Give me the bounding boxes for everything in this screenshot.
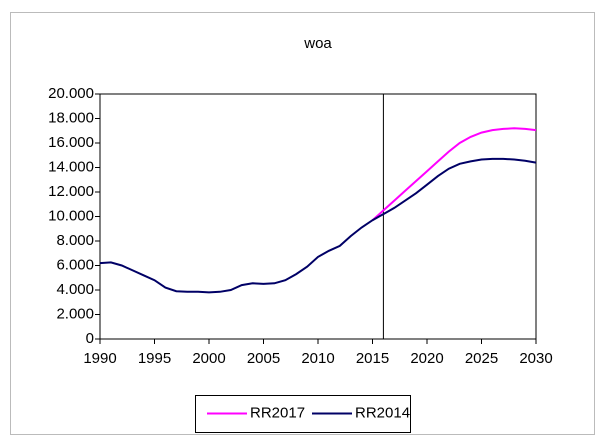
series-line xyxy=(99,157,537,294)
y-tick-label: 8.000 xyxy=(56,232,94,249)
legend-label: RR2017 xyxy=(250,404,305,421)
y-tick-label: 16.000 xyxy=(48,134,94,151)
series-line xyxy=(371,127,537,221)
y-tick-label: 12.000 xyxy=(48,183,94,200)
legend-box xyxy=(195,395,411,433)
plot-area xyxy=(99,93,537,340)
y-tick-label: 6.000 xyxy=(56,256,94,273)
x-tick-label: 2020 xyxy=(410,350,443,367)
legend-label: RR2014 xyxy=(355,404,410,421)
y-tick-label: 10.000 xyxy=(48,207,94,224)
y-tick-label: 4.000 xyxy=(56,281,94,298)
y-tick-label: 20.000 xyxy=(48,85,94,102)
x-tick-label: 2030 xyxy=(519,350,552,367)
chart-title: woa xyxy=(303,35,332,52)
x-tick-label: 2005 xyxy=(247,350,280,367)
x-tick-label: 2025 xyxy=(465,350,498,367)
y-tick-label: 0 xyxy=(86,330,94,347)
x-tick-label: 2010 xyxy=(301,350,334,367)
x-tick-label: 1995 xyxy=(138,350,171,367)
x-tick-label: 2000 xyxy=(192,350,225,367)
y-tick-label: 14.000 xyxy=(48,158,94,175)
x-tick-label: 1990 xyxy=(83,350,116,367)
y-tick-label: 18.000 xyxy=(48,109,94,126)
y-tick-label: 2.000 xyxy=(56,305,94,322)
x-tick-label: 2015 xyxy=(356,350,389,367)
